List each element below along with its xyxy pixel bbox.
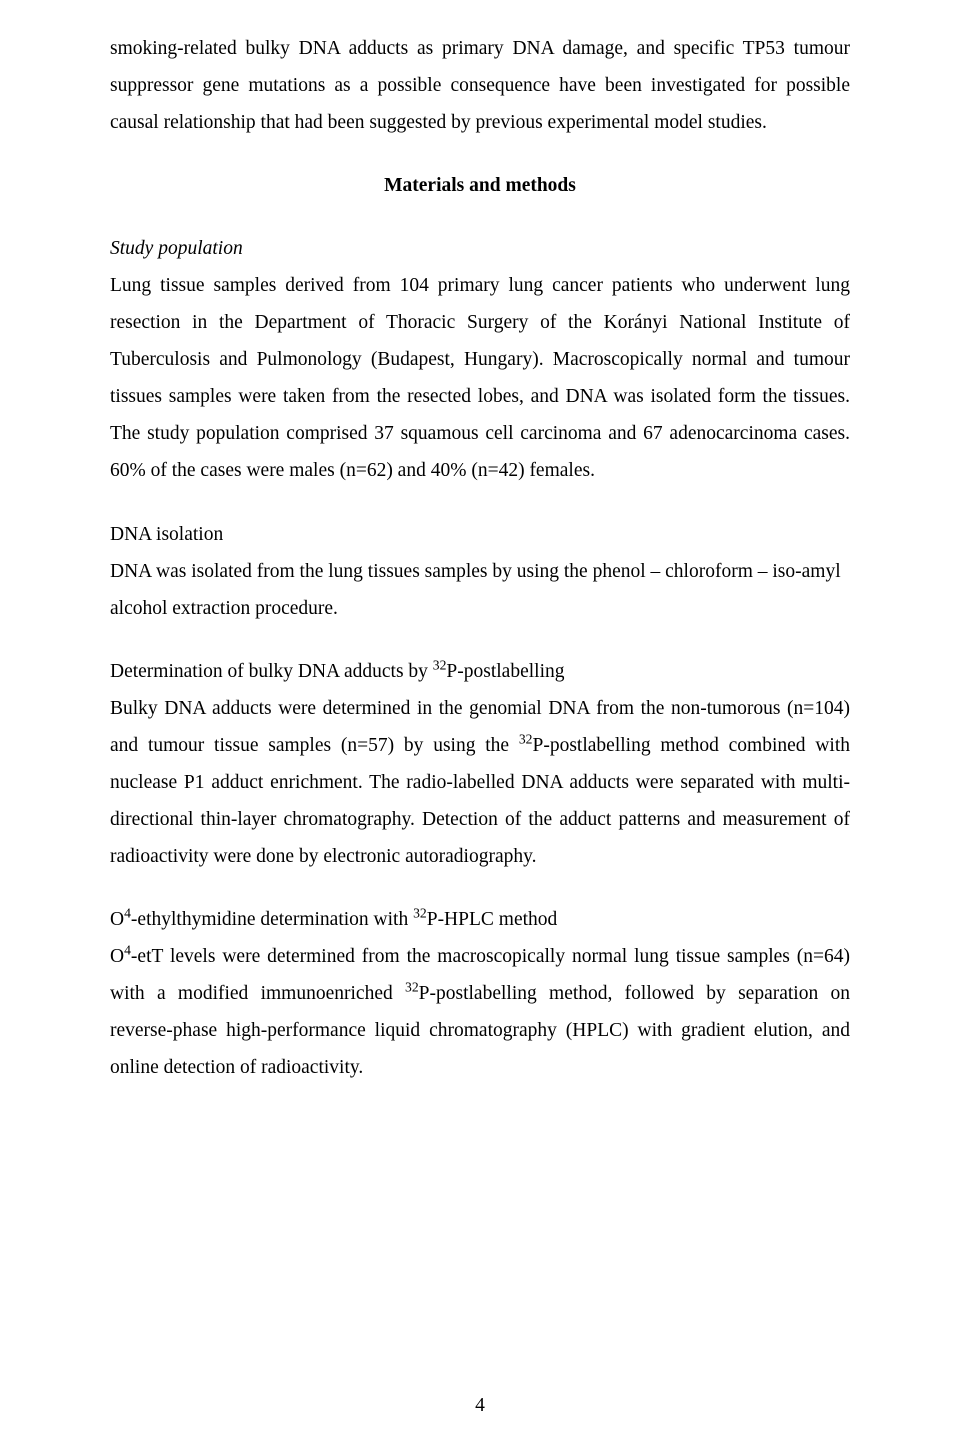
bulky-dna-body: Bulky DNA adducts were determined in the… bbox=[110, 690, 850, 875]
o4-block: O4-ethylthymidine determination with 32P… bbox=[110, 901, 850, 1086]
study-population-body: Lung tissue samples derived from 104 pri… bbox=[110, 267, 850, 489]
dna-isolation-body: DNA was isolated from the lung tissues s… bbox=[110, 553, 850, 627]
bulky-dna-heading-sup: 32 bbox=[433, 657, 447, 672]
o4-heading-sup1: 4 bbox=[124, 905, 131, 920]
bulky-dna-heading-post: P-postlabelling bbox=[446, 661, 564, 682]
o4-body-pre: O bbox=[110, 946, 124, 967]
study-population-heading: Study population bbox=[110, 230, 850, 267]
o4-body-sup2: 32 bbox=[405, 980, 419, 995]
bulky-dna-heading: Determination of bulky DNA adducts by 32… bbox=[110, 653, 850, 690]
dna-isolation-block: DNA isolation DNA was isolated from the … bbox=[110, 516, 850, 627]
bulky-dna-body-sup: 32 bbox=[519, 731, 533, 746]
page-container: smoking-related bulky DNA adducts as pri… bbox=[0, 0, 960, 1444]
dna-isolation-heading: DNA isolation bbox=[110, 516, 850, 553]
o4-heading-mid: -ethylthymidine determination with bbox=[131, 909, 413, 930]
o4-heading: O4-ethylthymidine determination with 32P… bbox=[110, 901, 850, 938]
o4-body-sup1: 4 bbox=[124, 942, 131, 957]
page-number: 4 bbox=[0, 1387, 960, 1424]
intro-paragraph: smoking-related bulky DNA adducts as pri… bbox=[110, 30, 850, 141]
o4-heading-pre: O bbox=[110, 909, 124, 930]
bulky-dna-block: Determination of bulky DNA adducts by 32… bbox=[110, 653, 850, 875]
o4-body: O4-etT levels were determined from the m… bbox=[110, 938, 850, 1086]
section-heading-materials: Materials and methods bbox=[110, 167, 850, 204]
study-population-block: Study population Lung tissue samples der… bbox=[110, 230, 850, 489]
bulky-dna-heading-pre: Determination of bulky DNA adducts by bbox=[110, 661, 433, 682]
o4-heading-post: P-HPLC method bbox=[427, 909, 558, 930]
o4-heading-sup2: 32 bbox=[413, 905, 427, 920]
